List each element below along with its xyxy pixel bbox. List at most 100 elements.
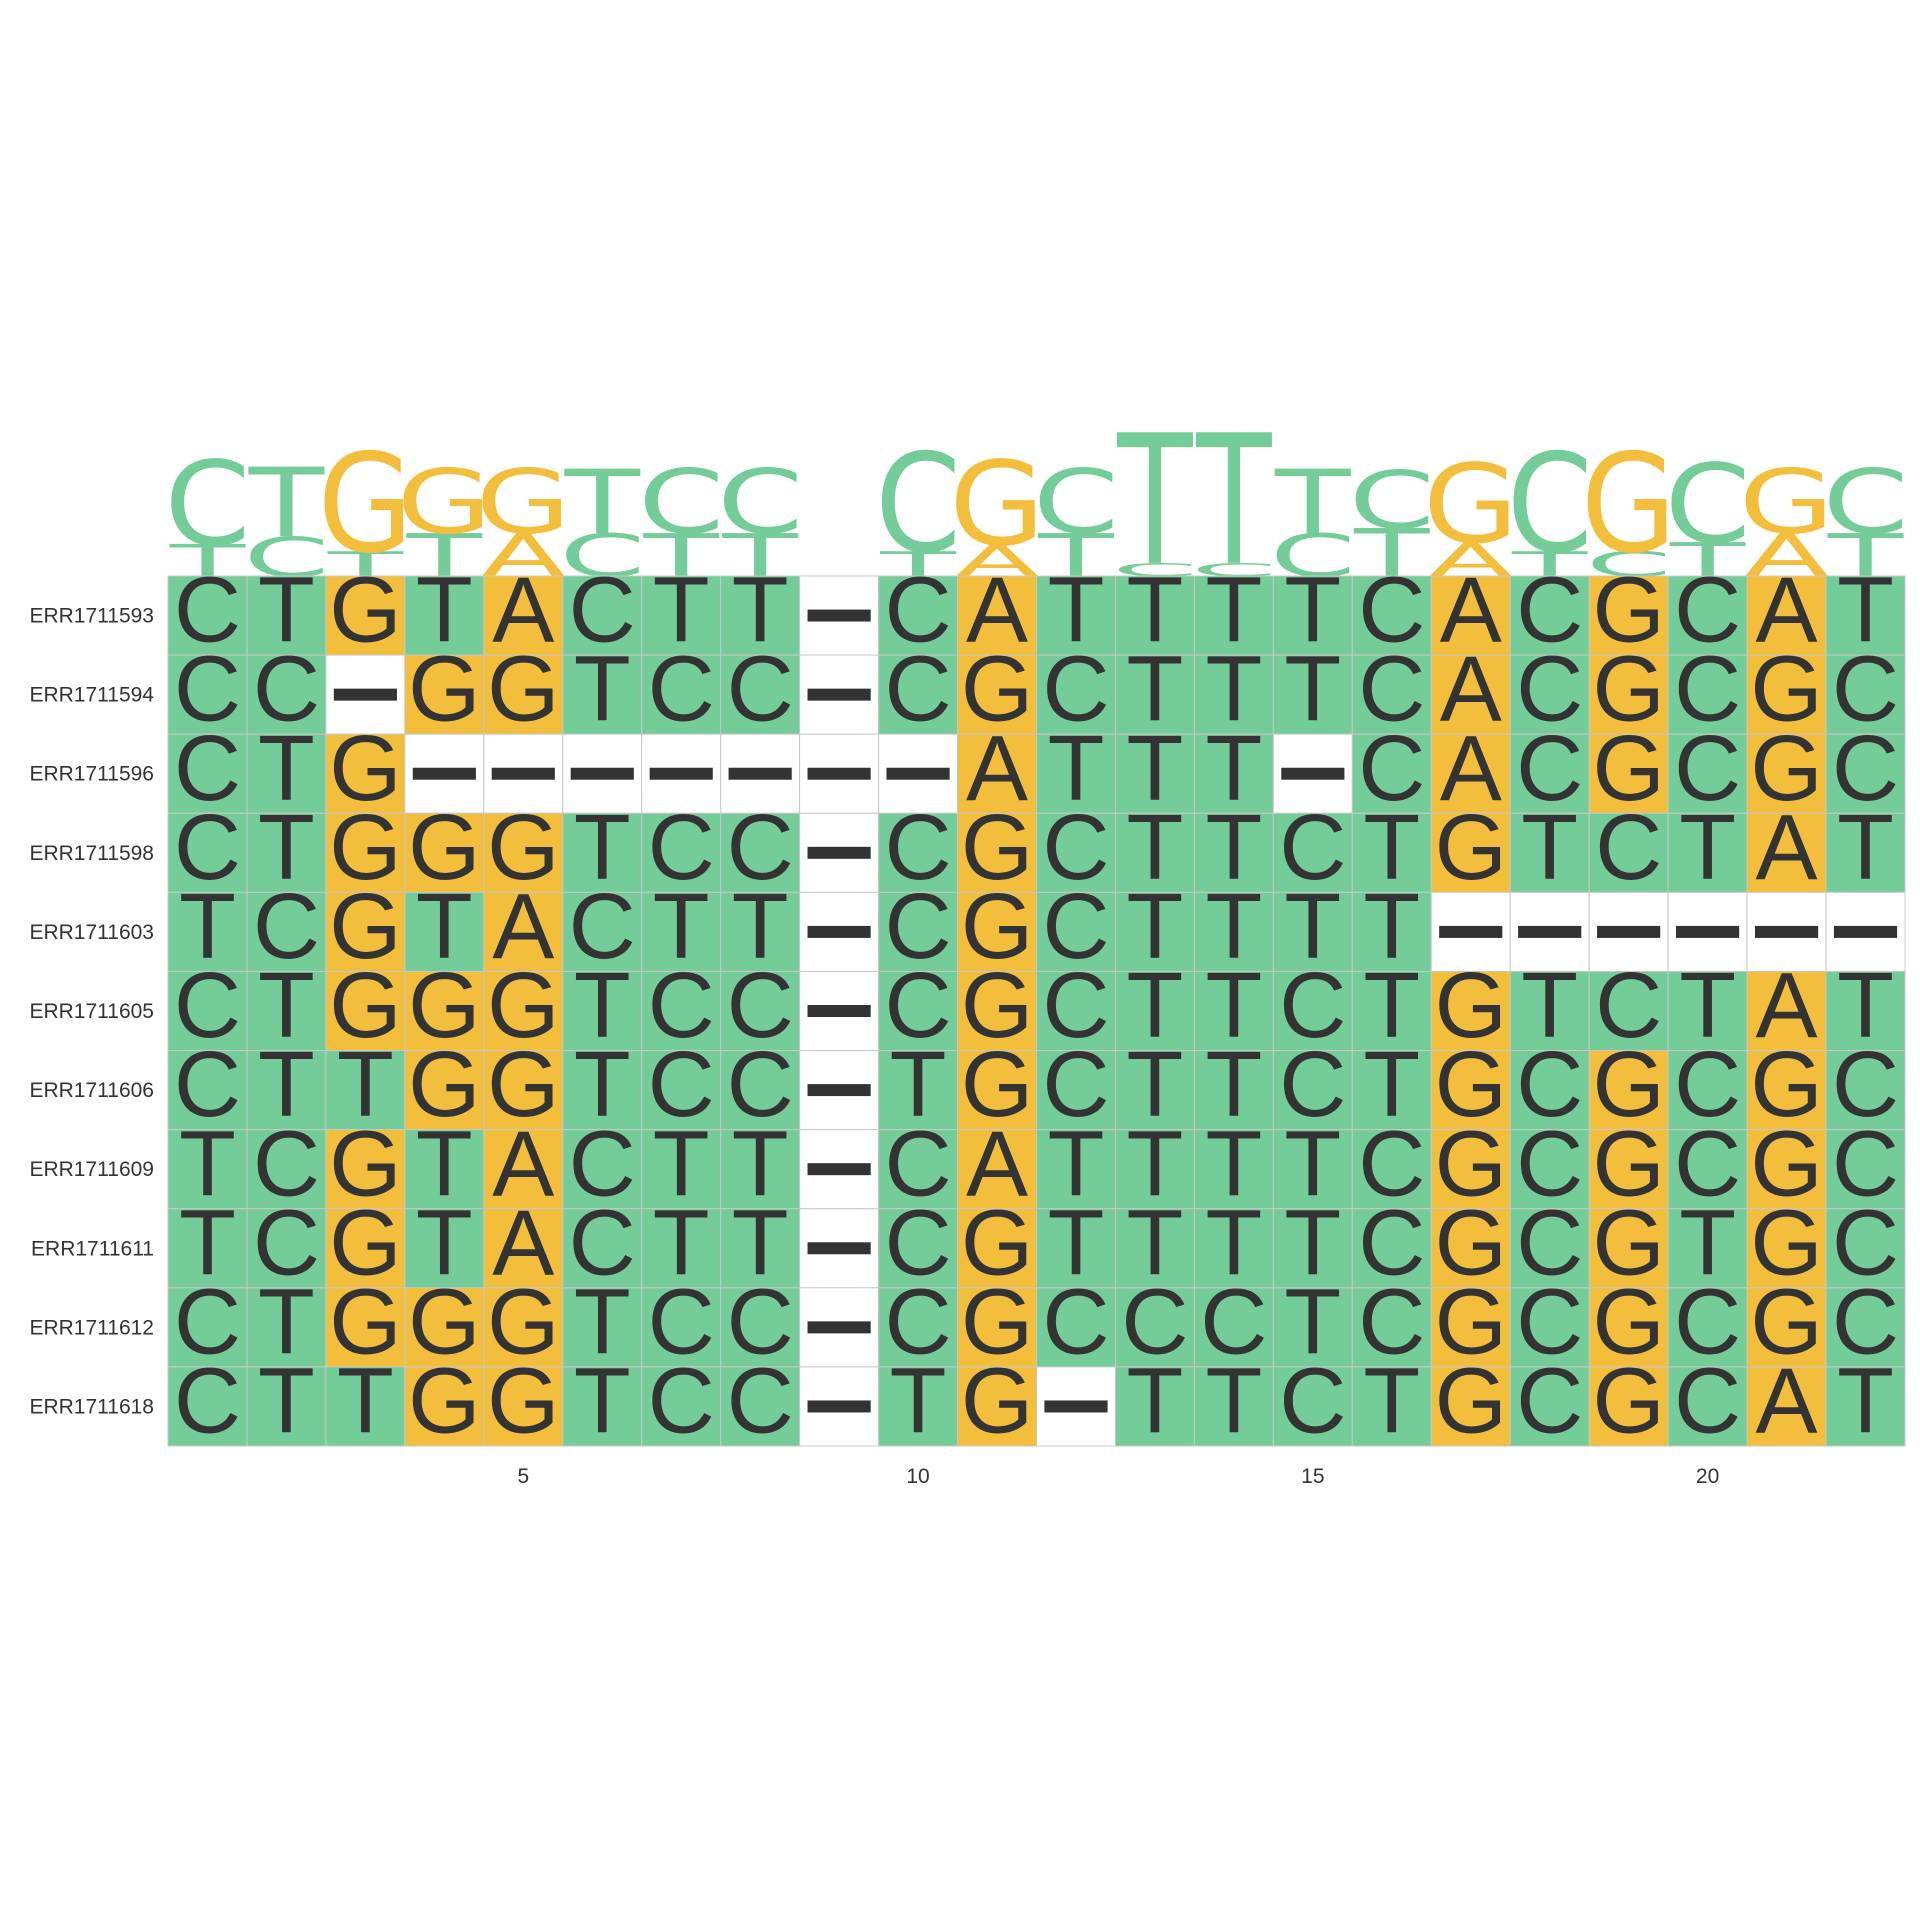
alignment-cell [1351, 1129, 1432, 1210]
logo-letter: C [638, 451, 724, 554]
row-label: ERR1711606 [29, 1079, 154, 1102]
alignment-cell [1272, 1208, 1353, 1289]
alignment-cell [167, 733, 248, 814]
alignment-cell [1430, 812, 1511, 893]
base-letter: T [1363, 874, 1420, 978]
alignment-cell [1825, 812, 1906, 893]
alignment-cell [720, 1129, 801, 1210]
base-letter: A [492, 558, 554, 662]
logo-letter: C [1191, 559, 1277, 580]
alignment-cell [1036, 1129, 1116, 1210]
alignment-cell [1588, 575, 1669, 656]
base-letter: T [1205, 953, 1262, 1057]
gap-mark [807, 609, 871, 622]
alignment-cell [483, 1287, 564, 1368]
alignment-cell [1746, 1287, 1827, 1368]
base-letter: G [1435, 1269, 1507, 1373]
base-letter: T [732, 1190, 789, 1294]
alignment-cell [562, 1287, 643, 1368]
base-letter: A [966, 716, 1028, 820]
base-letter: T [1363, 795, 1420, 899]
alignment-cell [483, 1366, 564, 1447]
alignment-cell [1430, 970, 1511, 1052]
alignment-cell [1509, 970, 1590, 1052]
base-letter: C [1358, 716, 1425, 820]
base-letter: C [1358, 1111, 1425, 1215]
alignment-cell [1272, 1287, 1353, 1368]
base-letter: T [1837, 558, 1894, 662]
base-letter: G [329, 716, 401, 820]
base-letter: C [1832, 637, 1899, 741]
base-letter: C [1674, 1032, 1741, 1136]
base-letter: T [574, 953, 631, 1057]
base-letter: T [732, 874, 789, 978]
alignment-cell [1036, 1287, 1116, 1368]
base-letter: T [1127, 953, 1184, 1057]
alignment-cell [167, 1366, 248, 1447]
base-letter: T [1127, 558, 1184, 662]
base-letter: C [174, 795, 241, 899]
alignment-cell [1430, 1129, 1511, 1210]
base-letter: T [416, 874, 473, 978]
alignment-cell [1667, 1050, 1748, 1131]
alignment-cell [325, 1050, 406, 1131]
base-letter: C [253, 637, 320, 741]
gap-mark [1833, 925, 1898, 938]
base-letter: T [337, 1349, 394, 1453]
base-letter: T [1127, 716, 1184, 820]
base-letter: G [961, 874, 1033, 978]
base-letter: A [966, 1111, 1028, 1215]
base-letter: C [1516, 637, 1583, 741]
gap-mark [807, 1005, 871, 1017]
row-label: ERR1711593 [29, 605, 154, 628]
base-letter: T [1205, 637, 1262, 741]
alignment-cell [1825, 970, 1906, 1052]
alignment-cell [167, 891, 248, 972]
alignment-cell [483, 1208, 564, 1289]
base-letter: C [1832, 716, 1899, 820]
base-letter: C [174, 1032, 241, 1136]
alignment-cell [1114, 812, 1195, 893]
base-letter: C [884, 637, 951, 741]
row-label: ERR1711609 [29, 1158, 154, 1181]
alignment-cell [641, 654, 722, 735]
alignment-cell [1430, 575, 1511, 656]
base-letter: T [258, 1032, 315, 1136]
base-letter: T [1127, 1032, 1184, 1136]
base-letter: T [1127, 795, 1184, 899]
base-letter: A [1756, 953, 1818, 1057]
alignment-cell [483, 575, 564, 656]
alignment-cell [720, 654, 801, 735]
x-axis: 5 10 15 20 [517, 1465, 1719, 1488]
gap-mark [649, 767, 713, 780]
alignment-cell [957, 733, 1038, 814]
alignment-cell [1588, 733, 1669, 814]
alignment-cell [641, 812, 722, 893]
base-letter: G [487, 1269, 559, 1373]
alignment-cell [1588, 1366, 1669, 1447]
base-letter: G [1592, 1349, 1664, 1453]
base-letter: C [727, 1349, 794, 1453]
base-letter: T [890, 1032, 947, 1136]
alignment-cell [246, 1287, 327, 1368]
alignment-cell [720, 1050, 801, 1131]
alignment-cell [1667, 1287, 1748, 1368]
base-letter: A [492, 874, 554, 978]
base-letter: C [727, 1269, 794, 1373]
alignment-cell [1825, 1050, 1906, 1131]
logo-letter: C [1349, 455, 1435, 547]
logo-letter: C [1822, 451, 1908, 554]
base-letter: C [1358, 1269, 1425, 1373]
logo-letter: C [1665, 442, 1751, 568]
base-letter: T [1363, 1032, 1420, 1136]
base-letter: C [1516, 558, 1583, 662]
base-letter: C [253, 1190, 320, 1294]
base-letter: G [487, 637, 559, 741]
alignment-cell [1272, 1366, 1353, 1447]
base-letter: C [884, 874, 951, 978]
base-letter: T [1205, 874, 1262, 978]
base-letter: C [1042, 795, 1109, 899]
alignment-cell [1667, 1366, 1748, 1447]
base-letter: G [408, 637, 480, 741]
base-letter: C [1832, 1269, 1899, 1373]
